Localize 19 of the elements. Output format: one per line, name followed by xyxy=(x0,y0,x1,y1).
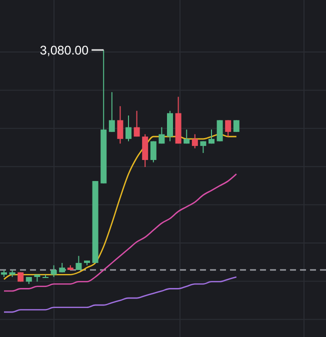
candlestick xyxy=(117,106,124,144)
candlestick xyxy=(59,262,66,273)
candlestick xyxy=(142,134,148,168)
candlestick xyxy=(158,126,165,144)
candlestick xyxy=(76,255,82,270)
candlestick xyxy=(233,120,240,132)
candlestick xyxy=(167,110,173,142)
candlestick xyxy=(184,129,190,144)
candlestick xyxy=(192,134,198,149)
annotation: 3,080.00 xyxy=(40,44,89,58)
candlestick xyxy=(134,110,140,138)
candlestick xyxy=(208,129,214,144)
candlestick xyxy=(126,115,132,142)
candlestick xyxy=(150,140,156,163)
candlestick xyxy=(50,264,57,278)
candlestick xyxy=(216,120,223,142)
candlestick xyxy=(108,92,115,132)
candlestick xyxy=(225,120,232,138)
candlestick xyxy=(42,274,48,278)
